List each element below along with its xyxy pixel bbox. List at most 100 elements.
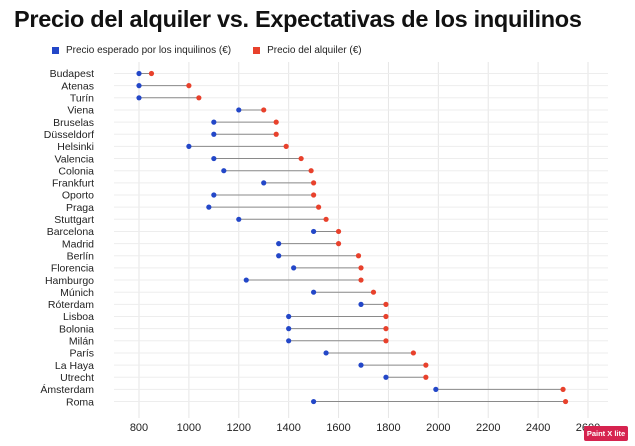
x-tick-label-800: 800 — [130, 422, 148, 434]
rent-point-florencia — [358, 265, 364, 271]
expected-point-oporto — [211, 192, 217, 198]
x-tick-label-1000: 1000 — [177, 422, 201, 434]
expected-point-lisboa — [286, 313, 292, 320]
rent-point-milan — [383, 338, 389, 344]
x-tick-label-2400: 2400 — [526, 422, 550, 434]
city-label-amsterdam: Ámsterdam — [40, 383, 94, 396]
rent-point-amsterdam — [560, 386, 566, 392]
rent-point-madrid — [335, 241, 342, 247]
rent-point-roterdam — [383, 301, 389, 307]
rent-point-budapest — [148, 70, 155, 77]
expected-point-stuttgart — [236, 216, 242, 222]
rent-point-bruselas — [273, 119, 279, 125]
city-label-roma: Roma — [66, 396, 94, 408]
rent-point-lisboa — [383, 313, 389, 320]
rent-point-bolonia — [383, 326, 389, 332]
expected-point-paris — [323, 350, 329, 356]
expected-point-roma — [311, 398, 317, 405]
city-label-praga: Praga — [66, 202, 94, 214]
expected-point-florencia — [291, 265, 297, 271]
expected-point-colonia — [221, 168, 227, 174]
expected-point-valencia — [211, 155, 217, 162]
rent-point-frankfurt — [311, 180, 317, 186]
expected-point-munich — [311, 289, 317, 295]
city-label-lisboa: Lisboa — [63, 311, 94, 323]
x-tick-label-1200: 1200 — [227, 422, 251, 434]
legend-item-rent: Precio del alquiler (€) — [253, 45, 362, 56]
legend-label-rent: Precio del alquiler (€) — [267, 45, 362, 56]
legend: Precio esperado por los inquilinos (€) P… — [52, 45, 384, 56]
city-label-budapest: Budapest — [50, 68, 94, 80]
rent-point-berlin — [355, 253, 362, 259]
rent-point-barcelona — [335, 228, 342, 235]
expected-point-viena — [236, 107, 242, 113]
x-tick-label-1800: 1800 — [376, 422, 400, 434]
city-label-atenas: Atenas — [61, 80, 94, 92]
city-label-stuttgart: Stuttgart — [54, 214, 94, 226]
city-label-berlin: Berlín — [67, 250, 95, 262]
city-label-roterdam: Róterdam — [48, 299, 94, 311]
expected-point-utrecht — [383, 374, 389, 380]
rent-point-helsinki — [283, 143, 289, 149]
rent-point-praga — [316, 204, 322, 210]
expected-point-barcelona — [311, 228, 317, 235]
rent-point-roma — [562, 398, 569, 405]
rent-point-atenas — [186, 83, 192, 89]
rent-point-dusseldorf — [273, 131, 279, 137]
chart-title: Precio del alquiler vs. Expectativas de … — [14, 6, 582, 32]
rent-point-turin — [196, 95, 202, 101]
expected-point-frankfurt — [261, 180, 267, 186]
city-label-milan: Milán — [69, 336, 94, 348]
rent-point-valencia — [298, 155, 304, 162]
city-label-bruselas: Bruselas — [53, 117, 94, 129]
expected-point-bolonia — [286, 326, 292, 332]
city-label-bolonia: Bolonia — [59, 323, 94, 335]
expected-point-bruselas — [211, 119, 217, 125]
rent-point-oporto — [311, 192, 317, 198]
city-label-hamburgo: Hamburgo — [45, 275, 94, 287]
rent-point-paris — [410, 350, 416, 356]
legend-swatch-rent — [253, 47, 261, 54]
city-label-paris: París — [69, 348, 94, 360]
legend-label-expected: Precio esperado por los inquilinos (€) — [66, 45, 232, 56]
city-label-la-haya: La Haya — [55, 360, 94, 372]
expected-point-amsterdam — [433, 386, 439, 392]
city-label-helsinki: Helsinki — [57, 141, 94, 153]
expected-point-praga — [206, 204, 212, 210]
city-label-florencia: Florencia — [51, 263, 94, 275]
legend-item-expected: Precio esperado por los inquilinos (€) — [52, 45, 231, 56]
x-tick-label-2000: 2000 — [426, 422, 450, 434]
city-label-turin: Turín — [70, 93, 94, 105]
expected-point-berlin — [276, 253, 282, 259]
legend-swatch-expected — [52, 47, 59, 54]
rent-point-colonia — [308, 168, 314, 174]
expected-point-budapest — [136, 70, 142, 77]
x-tick-label-2200: 2200 — [476, 422, 500, 434]
rent-point-utrecht — [423, 374, 429, 380]
expected-point-atenas — [136, 83, 142, 89]
rent-point-viena — [261, 107, 267, 113]
expected-point-dusseldorf — [211, 131, 217, 137]
city-label-oporto: Oporto — [62, 190, 94, 202]
expected-point-helsinki — [186, 143, 192, 149]
expected-point-roterdam — [358, 301, 364, 307]
city-label-barcelona: Barcelona — [47, 226, 94, 238]
city-label-valencia: Valencia — [55, 153, 95, 165]
x-tick-label-1400: 1400 — [276, 422, 300, 434]
expected-point-hamburgo — [243, 277, 249, 283]
city-label-dusseldorf: Düsseldorf — [44, 129, 94, 141]
expected-point-la-haya — [358, 362, 364, 368]
expected-point-turin — [136, 95, 142, 101]
x-tick-label-1600: 1600 — [326, 422, 350, 434]
rent-point-hamburgo — [358, 277, 364, 283]
city-label-madrid: Madrid — [62, 238, 94, 250]
rent-point-la-haya — [423, 362, 429, 368]
city-label-utrecht: Utrecht — [60, 372, 94, 384]
city-label-viena: Viena — [67, 105, 94, 117]
app-badge: Paint X lite — [584, 426, 628, 441]
expected-point-madrid — [276, 241, 282, 247]
city-label-colonia: Colonia — [58, 165, 94, 177]
rent-point-munich — [370, 289, 377, 295]
rent-point-stuttgart — [323, 216, 329, 222]
